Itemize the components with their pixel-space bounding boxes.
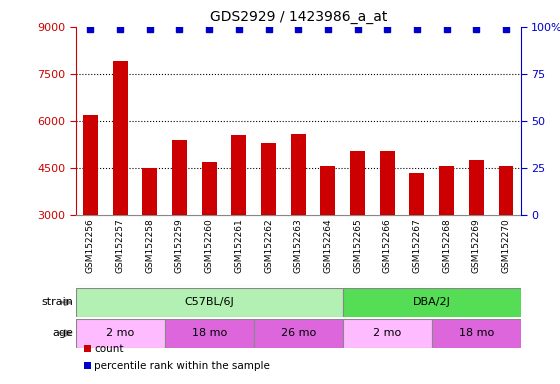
Bar: [202, 162, 217, 215]
Bar: [113, 61, 128, 215]
Text: C57BL/6J: C57BL/6J: [184, 297, 234, 308]
Bar: [291, 134, 306, 215]
Text: GSM152266: GSM152266: [382, 218, 392, 273]
Text: GSM152263: GSM152263: [293, 218, 303, 273]
Text: 18 mo: 18 mo: [192, 328, 227, 338]
Bar: [380, 151, 395, 215]
Bar: [254, 319, 343, 348]
Text: GSM152268: GSM152268: [442, 218, 451, 273]
Bar: [343, 319, 432, 348]
Text: GSM152256: GSM152256: [86, 218, 95, 273]
Text: GSM152264: GSM152264: [323, 218, 333, 273]
Bar: [432, 319, 521, 348]
Text: GSM152260: GSM152260: [204, 218, 214, 273]
Text: GSM152261: GSM152261: [234, 218, 244, 273]
Text: age: age: [52, 328, 73, 338]
Bar: [350, 151, 365, 215]
Bar: [409, 173, 424, 215]
Text: GSM152257: GSM152257: [115, 218, 125, 273]
Text: percentile rank within the sample: percentile rank within the sample: [94, 361, 270, 371]
Text: 2 mo: 2 mo: [373, 328, 402, 338]
Text: count: count: [94, 344, 124, 354]
Text: DBA/2J: DBA/2J: [413, 297, 451, 308]
Bar: [498, 166, 514, 215]
Text: strain: strain: [41, 297, 73, 308]
Bar: [320, 166, 335, 215]
Text: GSM152270: GSM152270: [501, 218, 511, 273]
Text: 26 mo: 26 mo: [281, 328, 316, 338]
Text: GSM152262: GSM152262: [264, 218, 273, 273]
Text: GSM152265: GSM152265: [353, 218, 362, 273]
Bar: [142, 168, 157, 215]
Bar: [165, 319, 254, 348]
Title: GDS2929 / 1423986_a_at: GDS2929 / 1423986_a_at: [209, 10, 387, 25]
Text: GSM152259: GSM152259: [175, 218, 184, 273]
Text: GSM152269: GSM152269: [472, 218, 481, 273]
Bar: [83, 115, 98, 215]
Bar: [469, 160, 484, 215]
Bar: [76, 288, 343, 317]
Text: 2 mo: 2 mo: [106, 328, 134, 338]
Text: 18 mo: 18 mo: [459, 328, 494, 338]
Bar: [231, 135, 246, 215]
Bar: [76, 319, 165, 348]
Bar: [172, 140, 187, 215]
Bar: [261, 143, 276, 215]
Bar: [439, 166, 454, 215]
Text: GSM152258: GSM152258: [145, 218, 155, 273]
Text: GSM152267: GSM152267: [412, 218, 422, 273]
Bar: [343, 288, 521, 317]
